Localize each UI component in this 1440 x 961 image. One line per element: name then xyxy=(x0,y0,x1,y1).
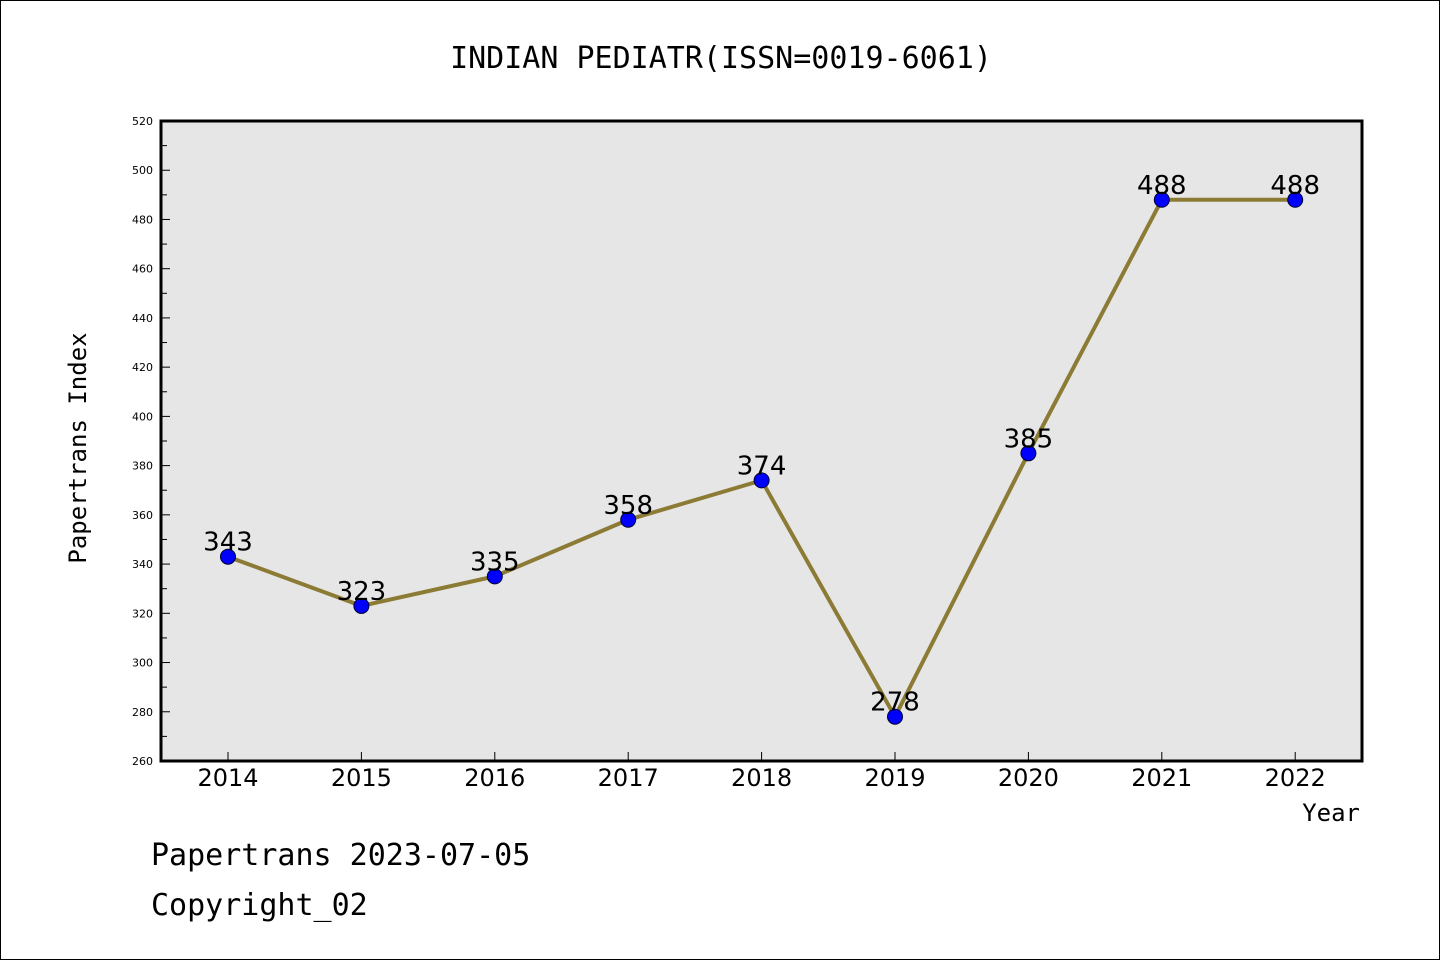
data-label: 278 xyxy=(870,688,920,718)
x-axis-ticks: 2014 2015 2016 2017 2018 2019 2020 2021 2022 xyxy=(197,752,1326,792)
y-tick-label: 340 xyxy=(132,558,153,571)
y-tick-label: 500 xyxy=(132,164,153,177)
y-tick-label: 260 xyxy=(132,755,153,768)
data-label: 335 xyxy=(470,547,520,577)
x-tick-label: 2014 xyxy=(197,764,258,792)
footer-source: Papertrans 2023-07-05 xyxy=(151,838,530,873)
x-axis-label: Year xyxy=(1302,799,1360,827)
y-tick-label: 280 xyxy=(132,706,153,719)
data-point-marker xyxy=(1020,445,1037,462)
data-label: 488 xyxy=(1137,171,1187,201)
data-point-marker xyxy=(220,548,236,565)
y-tick-label: 380 xyxy=(132,460,153,473)
plot-area xyxy=(159,119,1364,763)
y-tick-label: 480 xyxy=(132,213,153,226)
y-tick-label: 520 xyxy=(132,115,153,128)
x-tick-label: 2022 xyxy=(1265,764,1326,792)
x-tick-label: 2016 xyxy=(464,764,525,792)
y-tick-label: 320 xyxy=(132,607,153,620)
y-tick-label: 400 xyxy=(132,410,153,423)
y-tick-label: 440 xyxy=(132,312,153,325)
data-label: 323 xyxy=(337,577,387,607)
data-point-marker xyxy=(1287,191,1304,208)
y-tick-label: 460 xyxy=(132,263,153,276)
data-label: 358 xyxy=(603,491,653,521)
data-label: 488 xyxy=(1270,171,1320,201)
x-tick-label: 2018 xyxy=(731,764,792,792)
data-point-marker xyxy=(887,708,903,725)
x-tick-label: 2017 xyxy=(598,764,659,792)
data-point-marker xyxy=(486,568,503,585)
data-label: 343 xyxy=(203,528,253,558)
data-point-marker xyxy=(753,472,770,489)
data-point-marker xyxy=(1153,191,1170,208)
x-tick-label: 2019 xyxy=(864,764,925,792)
x-tick-label: 2021 xyxy=(1131,764,1192,792)
data-point-marker xyxy=(353,597,370,614)
footer-copyright: Copyright_02 xyxy=(151,888,368,923)
data-point-marker xyxy=(620,511,637,528)
x-tick-label: 2015 xyxy=(331,764,392,792)
series-markers xyxy=(220,191,1304,725)
data-label: 374 xyxy=(737,451,787,481)
y-tick-label: 300 xyxy=(132,657,153,670)
y-tick-label: 360 xyxy=(132,509,153,522)
data-labels: 343 323 335 358 374 278 385 488 488 xyxy=(203,171,1320,718)
x-tick-label: 2020 xyxy=(998,764,1059,792)
y-axis-ticks: 260 280 300 320 340 360 380 400 420 440 460 480 500 5… xyxy=(132,115,170,768)
y-axis-label: Papertrans Index xyxy=(64,332,92,563)
chart-title: INDIAN PEDIATR(ISSN=0019-6061) xyxy=(450,41,992,76)
y-tick-label: 420 xyxy=(132,361,153,374)
data-label: 385 xyxy=(1004,424,1054,454)
